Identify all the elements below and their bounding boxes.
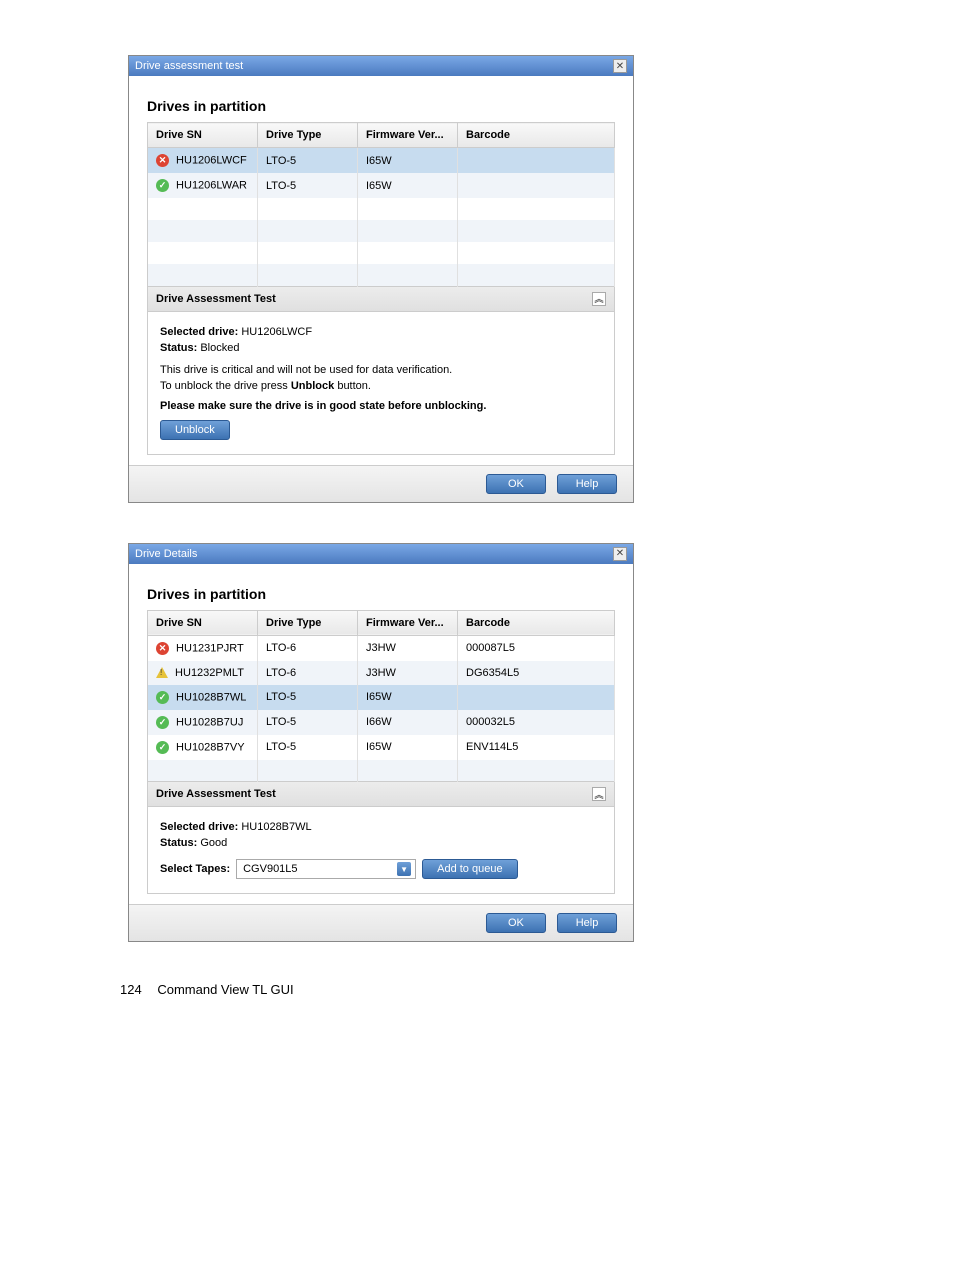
column-drive-sn[interactable]: Drive SN xyxy=(148,123,258,148)
selected-drive-label: Selected drive: xyxy=(160,821,238,833)
status-label: Status: xyxy=(160,837,197,849)
status-ok-icon: ✓ xyxy=(156,716,169,729)
status-label: Status: xyxy=(160,342,197,354)
hint-line-2: To unblock the drive press Unblock butto… xyxy=(160,380,602,392)
close-icon[interactable]: ✕ xyxy=(613,547,627,561)
status-ok-icon: ✓ xyxy=(156,179,169,192)
collapse-icon[interactable]: ︽ xyxy=(592,787,606,801)
assessment-panel-title: Drive Assessment Test xyxy=(156,788,276,800)
column-firmware[interactable]: Firmware Ver... xyxy=(358,610,458,635)
page-caption: Command View TL GUI xyxy=(157,982,293,997)
drives-table: Drive SN Drive Type Firmware Ver... Barc… xyxy=(147,610,615,783)
status-bad-icon: ✕ xyxy=(156,642,169,655)
status-warn-icon xyxy=(156,667,168,678)
selected-drive-row: Selected drive: HU1028B7WL xyxy=(160,821,602,833)
dialog-button-row: OK Help xyxy=(129,465,633,502)
selected-drive-value: HU1028B7WL xyxy=(241,821,311,833)
selected-drive-row: Selected drive: HU1206LWCF xyxy=(160,326,602,338)
unblock-button[interactable]: Unblock xyxy=(160,420,230,440)
close-icon[interactable]: ✕ xyxy=(613,59,627,73)
selected-drive-value: HU1206LWCF xyxy=(241,326,312,338)
drive-assessment-test-dialog: Drive assessment test ✕ Drives in partit… xyxy=(128,55,634,503)
selected-drive-label: Selected drive: xyxy=(160,326,238,338)
status-ok-icon: ✓ xyxy=(156,691,169,704)
dialog-titlebar: Drive assessment test ✕ xyxy=(129,56,633,76)
column-drive-sn[interactable]: Drive SN xyxy=(148,610,258,635)
assessment-panel-body: Selected drive: HU1028B7WL Status: Good … xyxy=(147,807,615,894)
select-tapes-row: Select Tapes: CGV901L5 ▼ Add to queue xyxy=(160,859,602,879)
column-barcode[interactable]: Barcode xyxy=(458,610,615,635)
assessment-panel-body: Selected drive: HU1206LWCF Status: Block… xyxy=(147,312,615,455)
chevron-down-icon: ▼ xyxy=(397,862,411,876)
dialog-titlebar: Drive Details ✕ xyxy=(129,544,633,564)
assessment-panel-title: Drive Assessment Test xyxy=(156,293,276,305)
ok-button[interactable]: OK xyxy=(486,913,546,933)
select-tapes-value: CGV901L5 xyxy=(243,863,297,875)
section-title: Drives in partition xyxy=(147,586,615,602)
status-row: Status: Blocked xyxy=(160,342,602,354)
help-button[interactable]: Help xyxy=(557,913,617,933)
add-to-queue-button[interactable]: Add to queue xyxy=(422,859,517,879)
drives-table: Drive SN Drive Type Firmware Ver... Barc… xyxy=(147,122,615,287)
column-drive-type[interactable]: Drive Type xyxy=(258,123,358,148)
hint-line-1: This drive is critical and will not be u… xyxy=(160,364,602,376)
dialog-title: Drive Details xyxy=(135,548,197,560)
column-drive-type[interactable]: Drive Type xyxy=(258,610,358,635)
hint-line-3: Please make sure the drive is in good st… xyxy=(160,400,602,412)
help-button[interactable]: Help xyxy=(557,474,617,494)
table-row[interactable]: ✓ HU1028B7WLLTO-5I65W xyxy=(148,685,615,710)
table-row[interactable]: ✓ HU1206LWARLTO-5I65W xyxy=(148,173,615,198)
table-row[interactable]: ✕ HU1231PJRTLTO-6J3HW000087L5 xyxy=(148,635,615,661)
drive-details-dialog: Drive Details ✕ Drives in partition Driv… xyxy=(128,543,634,943)
dialog-button-row: OK Help xyxy=(129,904,633,941)
select-tapes-label: Select Tapes: xyxy=(160,863,230,875)
page-footer: 124 Command View TL GUI xyxy=(120,982,954,997)
page-number: 124 xyxy=(120,982,142,997)
column-firmware[interactable]: Firmware Ver... xyxy=(358,123,458,148)
status-row: Status: Good xyxy=(160,837,602,849)
status-value: Blocked xyxy=(200,342,239,354)
select-tapes-dropdown[interactable]: CGV901L5 ▼ xyxy=(236,859,416,879)
status-value: Good xyxy=(200,837,227,849)
table-row[interactable]: ✓ HU1028B7UJLTO-5I66W000032L5 xyxy=(148,710,615,735)
table-row[interactable]: ✓ HU1028B7VYLTO-5I65WENV114L5 xyxy=(148,735,615,760)
table-row[interactable]: HU1232PMLTLTO-6J3HWDG6354L5 xyxy=(148,661,615,685)
ok-button[interactable]: OK xyxy=(486,474,546,494)
section-title: Drives in partition xyxy=(147,98,615,114)
status-bad-icon: ✕ xyxy=(156,154,169,167)
dialog-title: Drive assessment test xyxy=(135,60,243,72)
table-row[interactable] xyxy=(148,264,615,286)
column-barcode[interactable]: Barcode xyxy=(458,123,615,148)
table-row[interactable] xyxy=(148,242,615,264)
table-row[interactable] xyxy=(148,760,615,782)
table-row[interactable] xyxy=(148,220,615,242)
table-row[interactable]: ✕ HU1206LWCFLTO-5I65W xyxy=(148,148,615,174)
collapse-icon[interactable]: ︽ xyxy=(592,292,606,306)
assessment-panel-header: Drive Assessment Test ︽ xyxy=(147,782,615,807)
status-ok-icon: ✓ xyxy=(156,741,169,754)
table-row[interactable] xyxy=(148,198,615,220)
assessment-panel-header: Drive Assessment Test ︽ xyxy=(147,287,615,312)
